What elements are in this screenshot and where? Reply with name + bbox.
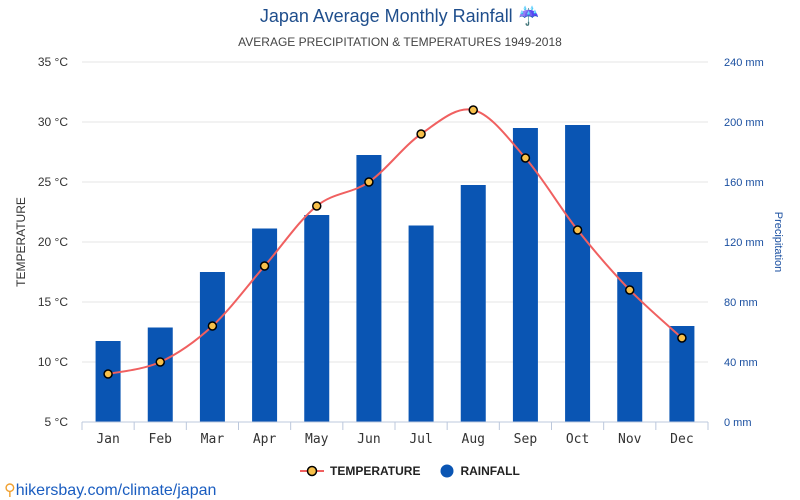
rainfall-bar[interactable] [460,185,486,422]
temperature-point[interactable] [520,153,531,163]
title-text: Japan Average Monthly Rainfall [259,6,513,26]
y-tick-right: 80 mm [724,297,758,309]
rainfall-bar[interactable] [95,341,121,422]
x-tick-label: Jul [409,432,432,447]
rainfall-bar[interactable] [512,128,538,422]
y-tick-right: 200 mm [724,117,764,129]
x-tick-label: Dec [670,432,693,447]
y-tick-right: 160 mm [724,177,764,189]
x-tick-label: Apr [253,432,277,447]
x-tick-label: Jan [96,432,119,447]
temperature-point[interactable] [207,321,218,331]
y-tick-left: 25 °C [38,175,68,189]
rainfall-bar[interactable] [199,272,225,422]
y-tick-right: 40 mm [724,357,758,369]
rainfall-marker-icon [440,464,454,478]
y-tick-left: 30 °C [38,115,68,129]
y-tick-left: 20 °C [38,235,68,249]
legend-temperature-label: TEMPERATURE [330,464,421,478]
legend-temperature[interactable]: TEMPERATURE [300,464,420,478]
source-text: hikersbay.com/climate/japan [15,482,217,499]
rainfall-bar[interactable] [408,225,434,423]
y-tick-right: 120 mm [724,237,764,249]
x-tick-label: Sep [514,432,538,447]
legend-rainfall[interactable]: RAINFALL [440,464,520,478]
temperature-point[interactable] [364,177,374,187]
rainfall-bar[interactable] [147,327,173,423]
rainfall-bar[interactable] [565,125,591,422]
location-pin-icon: ⚲ [4,482,16,499]
x-tick-label: Jun [357,432,380,447]
y-tick-left: 35 °C [38,55,68,69]
legend: TEMPERATURE RAINFALL [300,464,520,478]
temperature-point[interactable] [625,285,635,295]
y-tick-left: 10 °C [38,355,68,369]
temperature-marker-icon [300,465,324,477]
y-tick-right: 0 mm [724,417,752,429]
temperature-point[interactable] [468,105,478,115]
temperature-point[interactable] [572,225,583,235]
y-tick-left: 5 °C [45,415,69,429]
rainfall-bar[interactable] [252,228,278,423]
chart-title: Japan Average Monthly Rainfall ☔ [0,6,800,27]
temperature-point[interactable] [155,357,165,367]
y-tick-left: 15 °C [38,295,68,309]
legend-rainfall-label: RAINFALL [460,464,520,478]
source-link[interactable]: ⚲hikersbay.com/climate/japan [4,480,216,500]
y-axis-left-label: TEMPERATURE [14,197,28,287]
x-tick-label: Mar [201,432,225,447]
chart-subtitle: AVERAGE PRECIPITATION & TEMPERATURES 194… [238,35,562,49]
x-tick-label: Feb [149,432,173,447]
rainfall-bar[interactable] [304,215,330,422]
temperature-point[interactable] [312,201,322,211]
y-axis-right-label: Precipitation [772,212,784,273]
x-tick-label: May [305,432,329,447]
y-tick-right: 240 mm [724,57,764,69]
umbrella-rain-icon: ☔ [517,6,541,26]
x-tick-label: Nov [618,432,642,447]
rainfall-bar[interactable] [356,155,382,422]
temperature-point[interactable] [259,261,270,271]
temperature-point[interactable] [416,129,426,139]
temperature-point[interactable] [103,369,113,379]
temperature-point[interactable] [677,333,687,343]
x-tick-label: Aug [462,432,485,447]
x-tick-label: Oct [566,432,589,447]
